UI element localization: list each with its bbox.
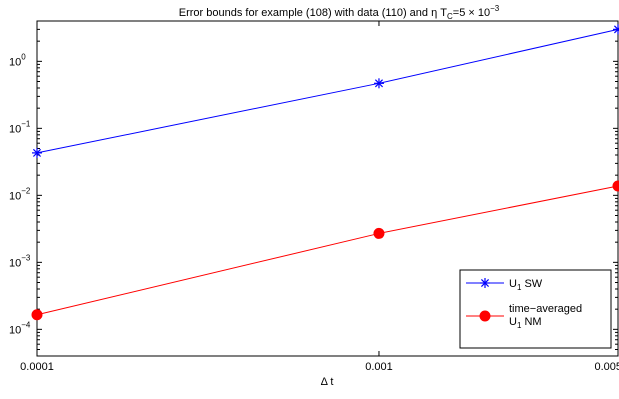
legend-sw-asterisk: [480, 278, 490, 288]
legend-entry-nm: time−averaged U1 NM: [466, 303, 582, 330]
series-sw-point-1: [373, 78, 384, 89]
legend-nm-marker: [479, 310, 491, 322]
y-tick-label-1: 10−3: [9, 253, 31, 269]
series-sw-point-0: [32, 147, 42, 158]
chart-title: Error bounds for example (108) with data…: [179, 4, 500, 21]
y-tick-label-2: 10−2: [9, 186, 31, 202]
legend-nm-label-line1: time−averaged: [509, 303, 582, 315]
x-tick-label-1: 0.001: [365, 361, 393, 373]
y-tick-label-0: 10−4: [9, 320, 31, 336]
y-tick-label-4: 100: [9, 52, 26, 68]
chart-title-superscript: −3: [490, 4, 500, 13]
chart-title-subscript: C: [447, 12, 453, 21]
y-tick-label-3: 10−1: [9, 119, 31, 135]
axis-ticks: [36, 20, 619, 357]
series-sw-point-2: [613, 24, 619, 35]
legend-entry-sw: U1 SW: [466, 278, 543, 292]
legend-sw-marker: [480, 278, 490, 288]
chart-title-mid: =5 × 10: [453, 7, 490, 19]
x-tick-label-0: 0.0001: [20, 361, 54, 373]
legend-nm-label-line2: U1 NM: [509, 316, 542, 330]
series-nm-point-1: [373, 227, 385, 239]
series-layer: [31, 24, 619, 321]
chart-title-prefix: Error bounds for example (108) with data…: [179, 7, 447, 19]
legend-nm-circle: [479, 310, 491, 322]
x-axis-label: Δ t: [321, 376, 334, 388]
tick-labels: 0.0001 0.001 0.005 10−4 10−3 10−2 10−1 100: [9, 52, 619, 373]
legend-sw-label: U1 SW: [509, 278, 543, 292]
series-nm-point-0: [31, 309, 43, 321]
legend: U1 SW time−averaged U1 NM: [459, 269, 612, 349]
x-tick-label-2: 0.005: [594, 361, 619, 373]
series-nm-point-2: [612, 180, 619, 192]
